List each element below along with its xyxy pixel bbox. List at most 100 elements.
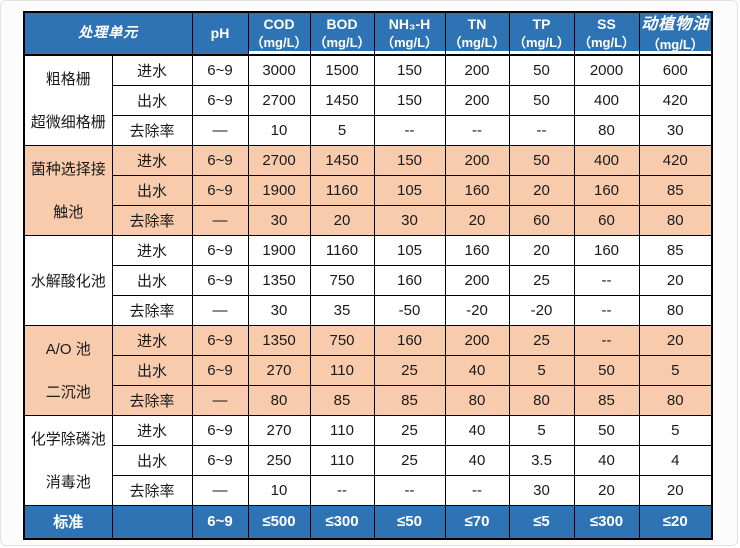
standard-label-cell: 标准 xyxy=(23,504,113,540)
value-cell: 200 xyxy=(444,84,510,116)
value-cell: 3.5 xyxy=(508,444,575,476)
col-header-treatment-unit: 处理单元 xyxy=(23,11,193,56)
value-cell: -- xyxy=(573,324,640,356)
col-header-unit: （mg/L） xyxy=(448,35,506,51)
value-cell: 160 xyxy=(444,174,510,206)
value-cell: 80 xyxy=(638,384,713,416)
treatment-unit-cell: 水解酸化池 xyxy=(23,234,113,326)
table-row: A/O 池二沉池 进水 6~9 1350 750 160 200 25 -- 2… xyxy=(23,324,713,416)
treatment-unit-line: A/O 池 xyxy=(45,341,91,358)
table-row: 粗格栅 超微细格栅 进水 6~9 3000 1500 150 200 50 200… xyxy=(23,54,713,146)
value-cell: 150 xyxy=(373,84,446,116)
table-row: 出水 6~9 2700 1450 150 200 50 400 420 xyxy=(24,84,713,116)
standard-value-cell: ≤300 xyxy=(573,504,640,540)
value-cell: 60 xyxy=(573,204,640,236)
treatment-unit-cell: A/O 池二沉池 xyxy=(23,324,113,416)
treatment-unit-cell: 菌种选择接 触池 xyxy=(23,144,113,236)
row-label-cell: 去除率 xyxy=(111,384,193,416)
value-cell: 6~9 xyxy=(191,234,249,266)
value-cell: -- xyxy=(573,264,640,296)
value-cell: 6~9 xyxy=(191,324,249,356)
treatment-unit-line: 水解酸化池 xyxy=(30,272,106,290)
treatment-unit-line: 消毒池 xyxy=(45,474,91,491)
value-cell: 6~9 xyxy=(191,144,249,176)
value-cell: 270 xyxy=(247,354,311,386)
value-cell: 20 xyxy=(638,324,713,356)
standard-value-cell: ≤20 xyxy=(638,504,713,540)
value-cell: 110 xyxy=(309,444,375,476)
value-cell: 150 xyxy=(373,54,446,86)
table-row: 菌种选择接 触池 进水 6~9 2700 1450 150 200 50 400 … xyxy=(23,144,713,236)
treatment-unit-line: 化学除磷池 xyxy=(30,431,106,448)
value-cell: 6~9 xyxy=(191,174,249,206)
treatment-unit-line: 二沉池 xyxy=(45,384,91,401)
value-cell: 20 xyxy=(508,174,575,206)
value-cell: -20 xyxy=(508,294,575,326)
value-cell: 1160 xyxy=(309,174,375,206)
treatment-unit-line: 触池 xyxy=(53,204,84,221)
row-label-cell: 出水 xyxy=(111,354,193,386)
value-cell: 160 xyxy=(373,324,446,356)
value-cell: 30 xyxy=(247,204,311,236)
value-cell: 6~9 xyxy=(191,84,249,116)
value-cell: 105 xyxy=(373,234,446,266)
col-header-unit: （mg/L） xyxy=(313,35,371,51)
row-label-cell: 去除率 xyxy=(111,114,193,146)
value-cell: -- xyxy=(573,294,640,326)
row-label-cell: 进水 xyxy=(111,144,193,176)
value-cell: 20 xyxy=(508,234,575,266)
value-cell: 30 xyxy=(373,204,446,236)
value-cell: 20 xyxy=(309,204,375,236)
treatment-unit-line: 菌种选择接 xyxy=(30,161,106,178)
value-cell: 150 xyxy=(373,144,446,176)
value-cell: 80 xyxy=(638,294,713,326)
value-cell: 10 xyxy=(247,114,311,146)
col-header-name: 动植物油 xyxy=(641,14,710,34)
value-cell: 20 xyxy=(638,474,713,506)
value-cell: 30 xyxy=(247,294,311,326)
table-row: 出水 6~9 250 110 25 40 3.5 40 4 xyxy=(24,444,713,476)
row-label-cell: 出水 xyxy=(111,444,193,476)
standard-row: 标准 6~9 ≤500 ≤300 ≤50 ≤70 ≤5 ≤300 ≤20 xyxy=(23,504,713,540)
col-header-ss: SS （mg/L） xyxy=(573,11,640,56)
value-cell: 2700 xyxy=(247,84,311,116)
value-cell: 420 xyxy=(638,144,713,176)
col-header-bod: BOD （mg/L） xyxy=(309,11,375,56)
value-cell: 85 xyxy=(573,384,640,416)
value-cell: 6~9 xyxy=(191,354,249,386)
value-cell: 400 xyxy=(573,84,640,116)
value-cell: 2000 xyxy=(573,54,640,86)
value-cell: — xyxy=(191,294,249,326)
value-cell: 200 xyxy=(444,324,510,356)
value-cell: 1450 xyxy=(309,84,375,116)
col-header-unit: （mg/L） xyxy=(380,35,439,51)
value-cell: 50 xyxy=(508,144,575,176)
treatment-unit-line: 粗格栅 xyxy=(45,71,91,89)
value-cell: 50 xyxy=(508,84,575,116)
value-cell: 5 xyxy=(638,414,713,446)
row-label-cell: 去除率 xyxy=(111,474,193,506)
standard-empty-cell xyxy=(111,504,193,540)
value-cell: 2700 xyxy=(247,144,311,176)
value-cell: 600 xyxy=(638,54,713,86)
standard-value-cell: ≤5 xyxy=(508,504,575,540)
value-cell: 25 xyxy=(373,354,446,386)
value-cell: -20 xyxy=(444,294,510,326)
value-cell: 160 xyxy=(373,264,446,296)
value-cell: — xyxy=(191,474,249,506)
value-cell: 1160 xyxy=(309,234,375,266)
col-header-tp: TP （mg/L） xyxy=(508,11,575,56)
value-cell: 6~9 xyxy=(191,444,249,476)
value-cell: 80 xyxy=(638,204,713,236)
value-cell: 30 xyxy=(638,114,713,146)
col-header-unit: （mg/L） xyxy=(250,35,308,51)
value-cell: 80 xyxy=(508,384,575,416)
col-header-name: TP xyxy=(532,15,551,32)
row-label-cell: 进水 xyxy=(111,414,193,446)
col-header-name: TN xyxy=(467,15,487,32)
treatment-unit-line: 超微细格栅 xyxy=(30,114,106,132)
value-cell: 5 xyxy=(508,414,575,446)
row-label-cell: 进水 xyxy=(111,234,193,266)
value-cell: -- xyxy=(444,114,510,146)
